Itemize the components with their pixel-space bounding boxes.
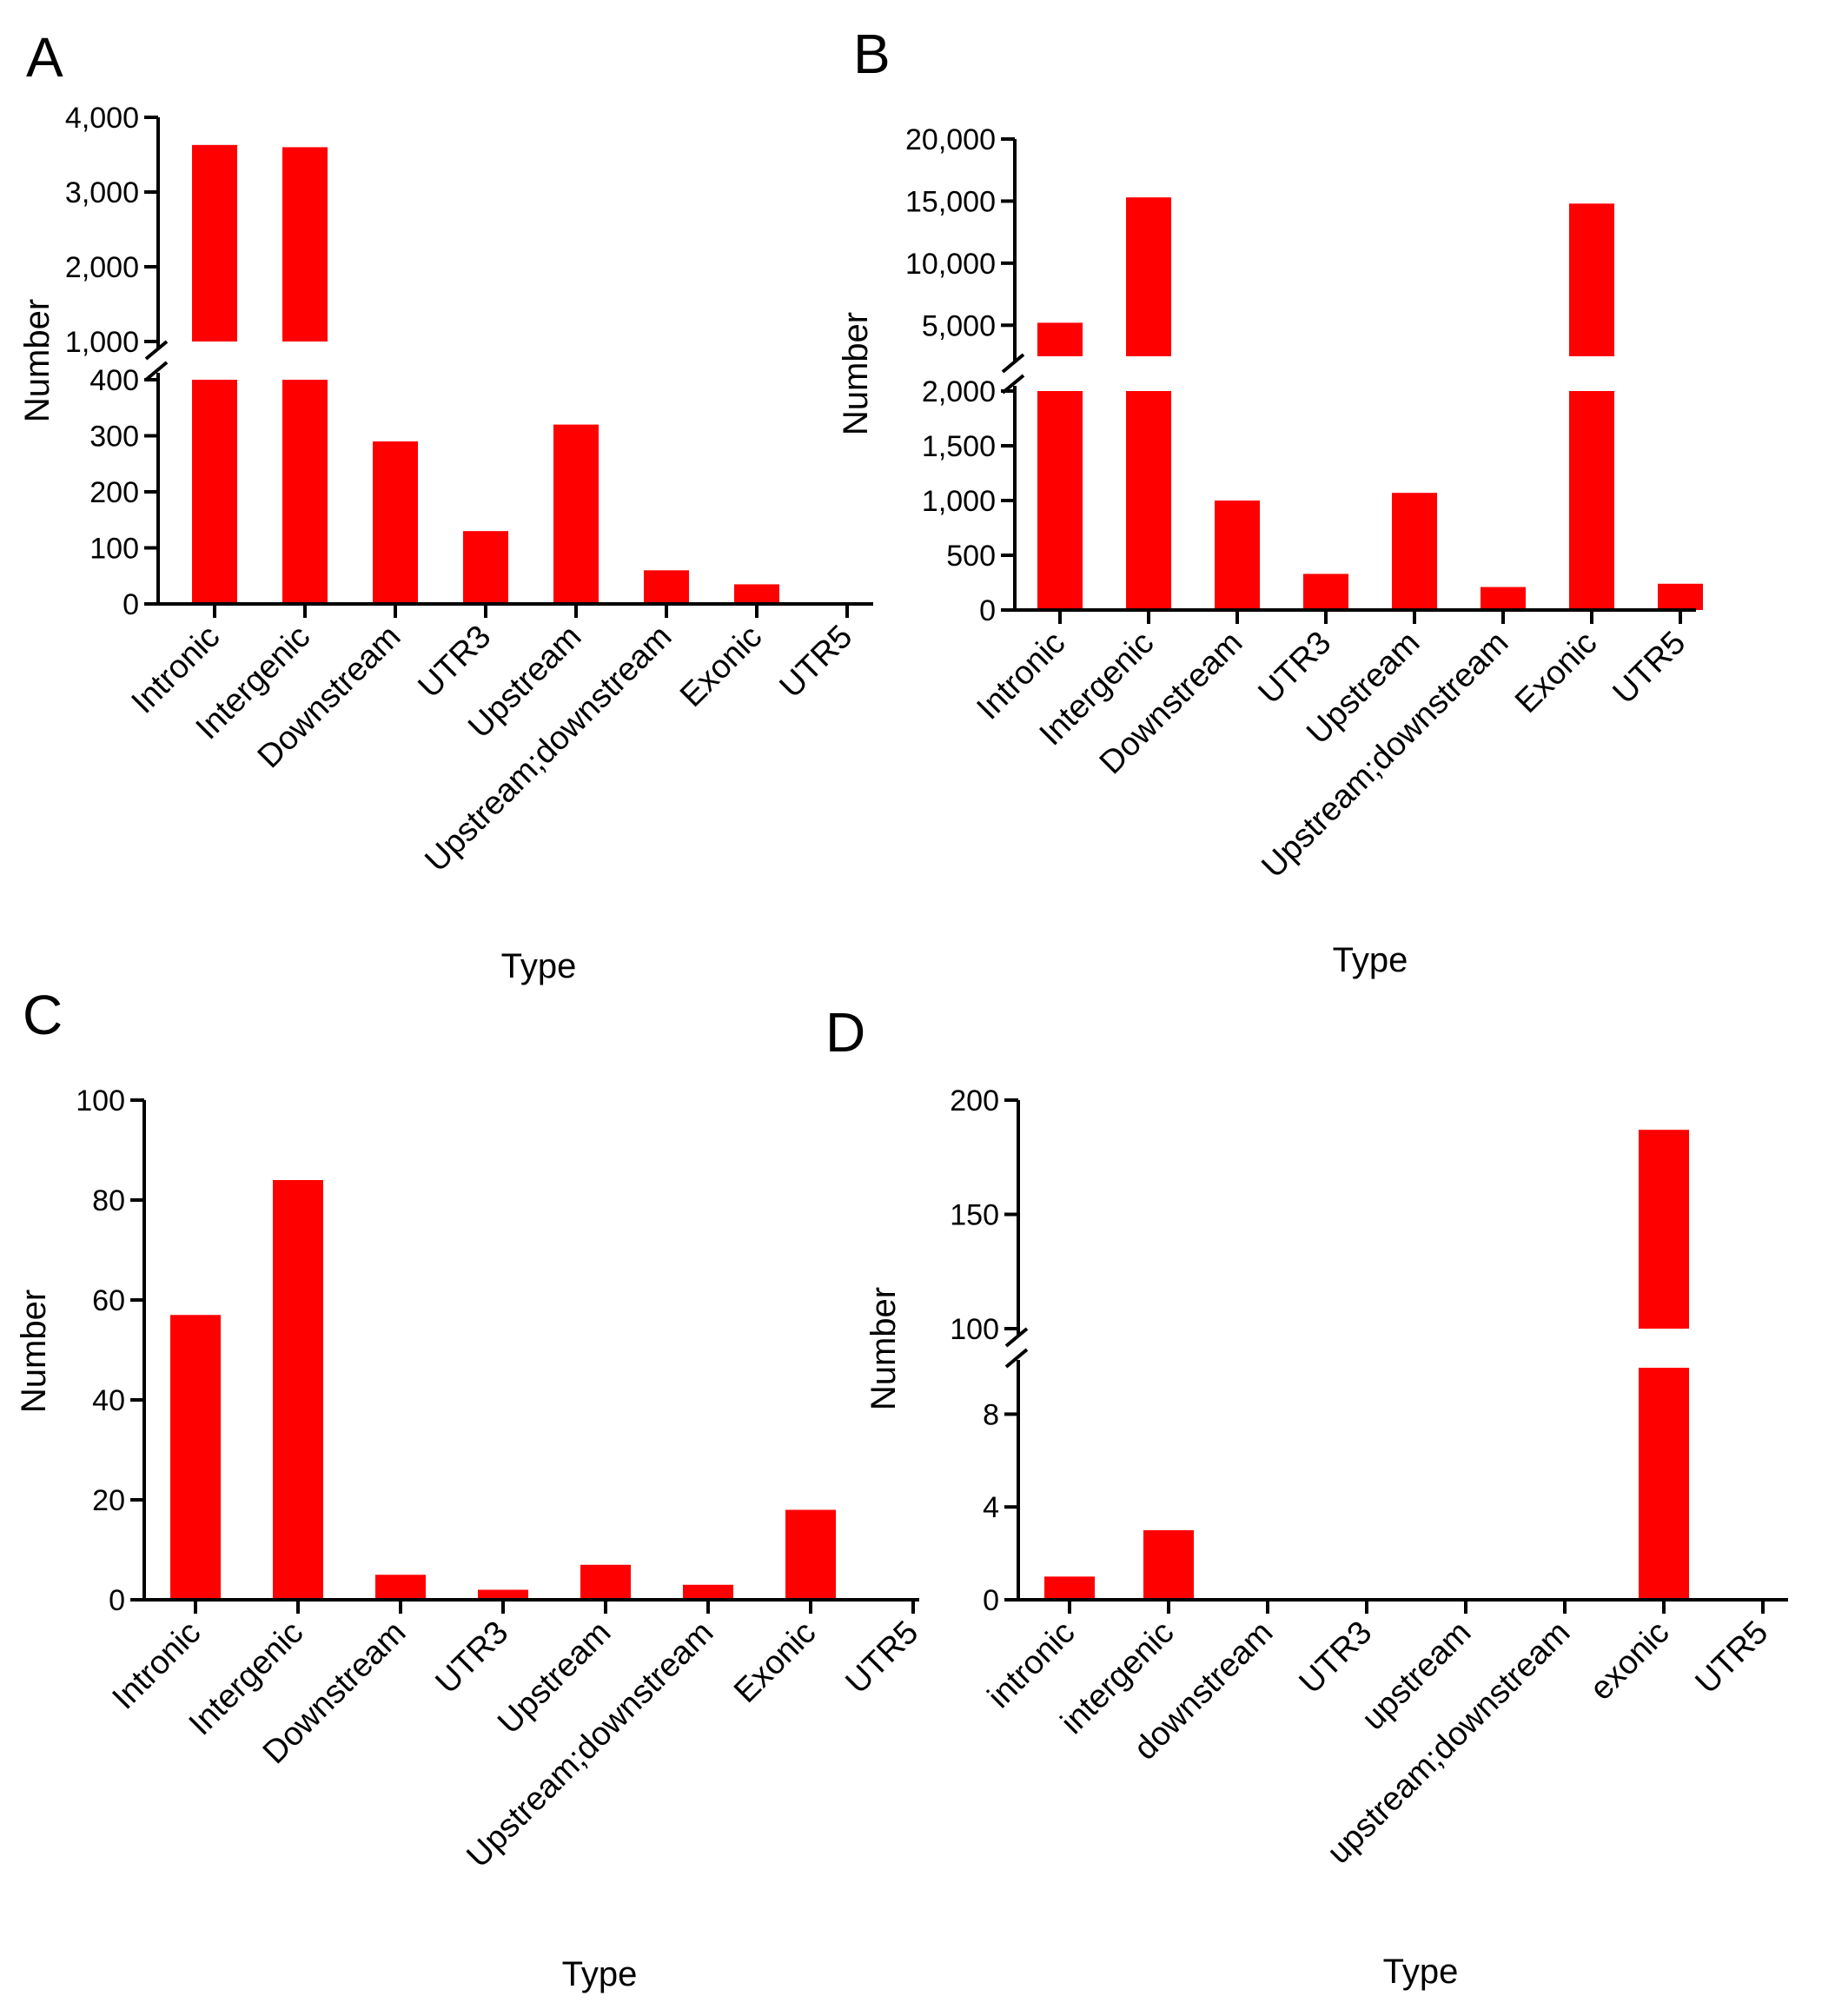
bar-d-0 [1044, 1576, 1095, 1600]
bar-b-2 [1215, 501, 1260, 610]
y-tick-label-d-1-2: 200 [950, 1084, 999, 1117]
bar-b-1-lower [1126, 391, 1171, 610]
axis-break-mark-a-1 [144, 340, 169, 361]
y-axis-title-b: Number [837, 312, 875, 435]
y-tick-label-b-0-3: 1,500 [922, 430, 996, 463]
panel-letter-c: C [23, 984, 63, 1046]
y-tick-label-d-0-2: 8 [983, 1398, 999, 1431]
axis-break-mark-b-1 [1001, 353, 1025, 374]
panel-letter-a: A [26, 26, 63, 89]
y-tick-label-d-1-0: 100 [950, 1313, 999, 1346]
y-tick-label-b-1-1: 10,000 [905, 248, 996, 281]
chart-panel-d: D048100150200intronicintergenicdownstrea… [825, 1001, 1788, 1991]
x-category-label-a-7: UTR5 [772, 619, 859, 706]
axis-break-mark-a-2 [144, 361, 169, 381]
y-tick-label-a-0-0: 0 [123, 588, 139, 621]
bar-b-0-lower [1037, 391, 1083, 610]
bar-a-0-upper [192, 144, 237, 342]
y-tick-label-c-0-5: 100 [76, 1084, 125, 1117]
y-tick-label-b-1-0: 5,000 [922, 309, 996, 342]
bar-a-1-upper [282, 147, 328, 342]
bar-a-0-lower [192, 380, 237, 604]
y-tick-label-b-1-2: 15,000 [905, 185, 996, 218]
x-category-label-c-6: Exonic [727, 1615, 823, 1710]
y-axis-title-c: Number [15, 1290, 53, 1413]
y-tick-label-d-0-1: 4 [983, 1491, 999, 1524]
x-category-label-d-3: UTR3 [1292, 1615, 1379, 1701]
y-axis-title-d: Number [865, 1287, 903, 1410]
y-tick-label-a-1-1: 2,000 [65, 251, 139, 284]
axis-break-mark-d-2 [1004, 1348, 1029, 1369]
x-axis-title-b: Type [1333, 941, 1408, 979]
panel-letter-b: B [853, 23, 891, 85]
chart-panel-a: A01002003004001,0002,0003,0004,000Intron… [18, 26, 873, 985]
bar-b-4 [1392, 493, 1437, 610]
y-tick-label-a-1-0: 1,000 [65, 326, 139, 359]
y-tick-label-b-0-2: 1,000 [922, 485, 996, 518]
bar-c-6 [785, 1509, 836, 1600]
y-axis-title-a: Number [18, 299, 56, 422]
x-category-label-b-7: UTR5 [1606, 625, 1693, 712]
bar-c-2 [375, 1575, 426, 1600]
bar-d-6-lower [1639, 1368, 1689, 1600]
bar-b-3 [1303, 574, 1348, 610]
x-axis-title-a: Type [501, 947, 577, 985]
bar-b-1-upper [1126, 197, 1171, 356]
y-tick-label-a-0-3: 300 [89, 421, 139, 454]
y-tick-label-c-0-0: 0 [109, 1584, 125, 1617]
bar-b-7 [1658, 583, 1703, 610]
bar-a-2 [373, 441, 418, 604]
panel-letter-d: D [825, 1001, 865, 1064]
bar-c-0 [170, 1315, 221, 1600]
y-tick-label-c-0-2: 40 [92, 1384, 125, 1417]
x-axis-title-c: Type [562, 1955, 638, 1993]
chart-panel-b: B 0 500 1,000 1,500 2,000 5,000 10,000 15,000 20,… [837, 23, 1703, 979]
bar-c-1 [273, 1180, 323, 1600]
x-category-label-c-0: Intronic [106, 1615, 209, 1717]
chart-panel-c: C020406080100IntronicIntergenicDownstrea… [15, 984, 925, 1993]
y-tick-label-a-0-4: 400 [89, 364, 139, 397]
bar-c-5 [683, 1584, 733, 1600]
bar-a-6 [734, 584, 779, 604]
x-category-label-a-6: Exonic [673, 619, 769, 714]
y-tick-label-a-0-1: 100 [89, 533, 139, 566]
y-tick-label-b-0-1: 500 [946, 540, 996, 573]
bar-b-6-lower [1569, 391, 1614, 610]
y-tick-label-d-0-0: 0 [983, 1584, 999, 1617]
y-tick-label-a-1-3: 4,000 [65, 102, 139, 135]
y-tick-label-a-0-2: 200 [89, 476, 139, 509]
y-tick-label-c-0-1: 20 [92, 1484, 125, 1517]
bar-b-5 [1481, 587, 1526, 610]
y-tick-label-b-1-3: 20,000 [905, 123, 996, 156]
bar-d-1 [1143, 1529, 1194, 1600]
bar-c-3 [478, 1589, 528, 1600]
bar-c-4 [580, 1564, 631, 1600]
bar-b-0-upper [1037, 322, 1083, 356]
x-category-label-b-6: Exonic [1508, 625, 1604, 720]
y-tick-label-c-0-4: 80 [92, 1184, 125, 1217]
x-axis-title-d: Type [1383, 1953, 1459, 1991]
bar-d-6-upper [1639, 1130, 1689, 1329]
bar-a-4 [553, 424, 599, 604]
axis-break-mark-d-1 [1004, 1327, 1029, 1348]
x-category-label-d-7: UTR5 [1688, 1615, 1775, 1701]
y-tick-label-b-0-0: 0 [979, 594, 996, 627]
y-tick-label-a-1-2: 3,000 [65, 176, 139, 209]
x-category-label-c-7: UTR5 [838, 1615, 925, 1701]
x-category-label-d-0: intronic [981, 1615, 1082, 1715]
y-tick-label-b-0-4: 2,000 [922, 375, 996, 408]
y-tick-label-d-1-1: 150 [950, 1199, 999, 1232]
x-category-label-c-3: UTR3 [428, 1615, 515, 1701]
bar-b-6-upper [1569, 203, 1614, 356]
y-tick-label-c-0-3: 60 [92, 1284, 125, 1317]
bar-a-3 [463, 531, 508, 604]
x-category-label-a-3: UTR3 [411, 619, 498, 706]
bar-a-5 [644, 570, 689, 604]
x-category-label-d-6: exonic [1583, 1615, 1676, 1708]
bar-a-1-lower [282, 380, 328, 604]
x-category-label-b-3: UTR3 [1251, 625, 1338, 712]
